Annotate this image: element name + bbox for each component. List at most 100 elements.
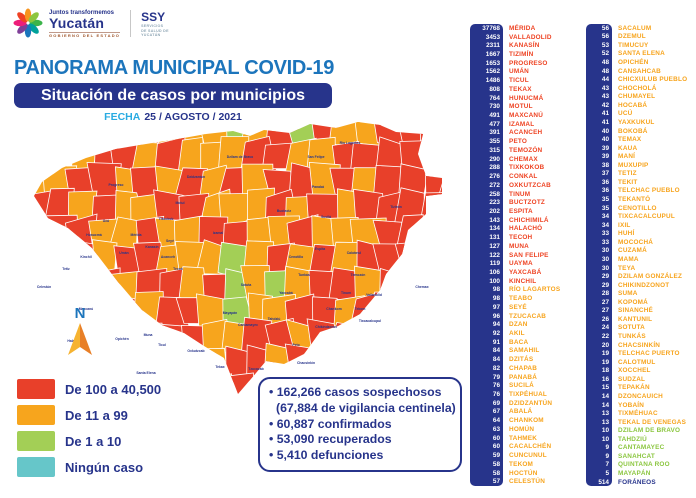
- municipality-row: 29 DZILAM GONZÁLEZ: [586, 272, 687, 281]
- case-count: 491: [489, 112, 500, 120]
- municipality-name: KANASÍN: [509, 42, 540, 50]
- case-count: 30: [601, 264, 609, 272]
- municipality-row: 16 SUDZAL: [586, 375, 687, 384]
- municipality-name: TUNKÁS: [618, 333, 646, 341]
- map-region: [440, 189, 442, 227]
- municipality-row: 53 TIMUCUY: [586, 41, 687, 50]
- municipality-name: SINANCHÉ: [618, 307, 653, 315]
- municipality-name: TELCHAC PUERTO: [618, 350, 680, 358]
- municipality-name: RÍO LAGARTOS: [509, 286, 561, 294]
- case-count: 3453: [485, 33, 500, 41]
- municipality-name: CHAPAB: [509, 364, 538, 372]
- case-count: 19: [601, 358, 609, 366]
- case-count: 37768: [482, 24, 500, 32]
- municipality-row: 14 YOBAÍN: [586, 401, 687, 410]
- map-region: [374, 291, 405, 330]
- municipality-row: 10 TAHDZIÚ: [586, 435, 687, 444]
- case-count: 131: [489, 234, 500, 242]
- case-count: 9: [605, 452, 609, 460]
- date-line: FECHA 25 / AGOSTO / 2021: [14, 111, 332, 123]
- case-count: 258: [489, 190, 500, 198]
- map-label: Tecoh: [173, 267, 183, 271]
- municipality-row: 97 SEYÉ: [470, 303, 560, 312]
- case-count: 1486: [485, 77, 500, 85]
- case-count: 808: [489, 85, 500, 93]
- municipality-row: 58 TEKOM: [470, 460, 560, 469]
- case-count: 43: [601, 93, 609, 101]
- municipality-row: 57 CELESTÚN: [470, 477, 560, 486]
- map-label: Kinchil: [80, 255, 91, 259]
- map-region: [108, 122, 140, 150]
- case-count: 40: [601, 127, 609, 135]
- case-count: 38: [601, 161, 609, 169]
- municipality-name: TAHMEK: [509, 434, 538, 442]
- map-label: Acanceh: [161, 255, 175, 259]
- case-count: 5: [605, 470, 609, 478]
- case-count: 44: [601, 76, 609, 84]
- municipality-name: CENOTILLO: [618, 204, 657, 212]
- map-label: Ticul: [158, 343, 166, 347]
- municipality-row: 7 QUINTANA ROO: [586, 461, 687, 470]
- case-count: 27: [601, 298, 609, 306]
- municipality-row: 28 SUMA: [586, 289, 687, 298]
- case-count: 84: [492, 356, 500, 364]
- municipality-name: KANTUNIL: [618, 315, 653, 323]
- case-count: 39: [601, 144, 609, 152]
- case-count: 96: [492, 312, 500, 320]
- case-count: 20: [601, 341, 609, 349]
- municipality-name: CANSAHCAB: [618, 67, 661, 75]
- municipality-name: MANÍ: [618, 153, 636, 161]
- municipality-row: 3453 VALLADOLID: [470, 33, 560, 42]
- map-label: Muna: [144, 333, 153, 337]
- map-label: Tizimín: [390, 205, 402, 209]
- municipality-name: IZAMAL: [509, 120, 535, 128]
- municipality-name: TIXCACALCUPUL: [618, 213, 675, 221]
- cases-column-1: 37768 MÉRIDA 3453 VALLADOLID 2311 KANASÍN 1667…: [470, 24, 561, 487]
- case-count: 59: [492, 452, 500, 460]
- case-count: 10: [601, 427, 609, 435]
- case-count: 276: [489, 173, 500, 181]
- case-count: 56: [601, 33, 609, 41]
- municipality-name: CHACSINKÍN: [618, 341, 661, 349]
- map-label: Tekax: [215, 365, 224, 369]
- municipality-name: BOKOBÁ: [618, 127, 648, 135]
- map-label: Hunucmá: [86, 233, 102, 237]
- map-label: Motul: [175, 201, 184, 205]
- map-label: Tetiz: [62, 267, 70, 271]
- municipality-name: HUNUCMÁ: [509, 94, 544, 102]
- case-count: 34: [601, 221, 609, 229]
- date-value: 25 / AGOSTO / 2021: [144, 111, 242, 123]
- map-label: Tzucacab: [248, 367, 263, 371]
- municipality-row: 91 BACA: [470, 338, 560, 347]
- map-region: [87, 267, 121, 305]
- municipality-row: 288 TIXKOKOB: [470, 164, 560, 173]
- legend-swatch: [17, 431, 55, 451]
- case-count: 106: [489, 268, 500, 276]
- case-count: 36: [601, 178, 609, 186]
- map-label: Tunkás: [298, 273, 310, 277]
- map-label: Yaxcabá: [279, 291, 293, 295]
- municipality-row: 13 TEKAL DE VENEGAS: [586, 418, 687, 427]
- municipality-row: 26 KANTUNIL: [586, 315, 687, 324]
- case-count: 15: [601, 384, 609, 392]
- municipality-row: 64 CHANKOM: [470, 416, 560, 425]
- municipality-name: SANAHCAT: [618, 452, 655, 460]
- case-count: 76: [492, 391, 500, 399]
- municipality-name: MAXCANÚ: [509, 112, 544, 120]
- municipality-name: DZIDZANTÚN: [509, 399, 553, 407]
- case-count: 9: [605, 444, 609, 452]
- municipality-name: CUZAMÁ: [618, 247, 647, 255]
- case-count: 58: [492, 460, 500, 468]
- legend-row: Ningún caso: [17, 454, 161, 480]
- count-bar: [470, 24, 503, 487]
- municipality-row: 43 CHOCHOLÁ: [586, 84, 687, 93]
- municipality-row: 56 SACALUM: [586, 24, 687, 33]
- case-count: 36: [601, 187, 609, 195]
- case-count: 14: [601, 392, 609, 400]
- municipality-name: ABALÁ: [509, 408, 533, 416]
- municipality-row: 38 MUXUPIP: [586, 161, 687, 170]
- case-count: 69: [492, 399, 500, 407]
- map-label: Cantamayec: [238, 323, 258, 327]
- map-label: Celestún: [37, 285, 51, 289]
- municipality-name: SANTA ELENA: [618, 50, 665, 58]
